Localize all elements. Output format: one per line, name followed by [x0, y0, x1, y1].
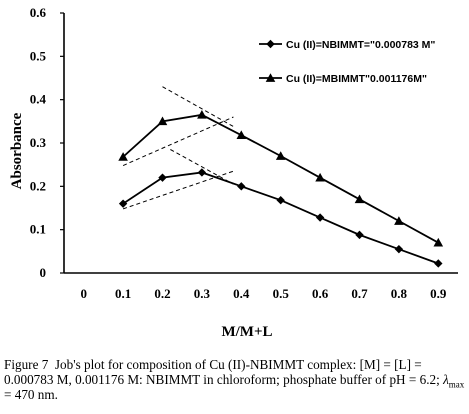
extrapolation-line [122, 170, 234, 210]
data-point [157, 116, 168, 126]
x-tick-label: 0.1 [115, 286, 131, 301]
data-point [354, 194, 365, 204]
x-tick-label: 0.9 [430, 286, 447, 301]
data-point [158, 173, 167, 182]
data-point [433, 237, 444, 247]
x-tick-label: 0.2 [154, 286, 170, 301]
legend-label: Cu (II)=MBIMMT"0.001176M" [286, 73, 427, 85]
x-tick-label: 0.6 [312, 286, 329, 301]
y-tick-label: 0.2 [30, 178, 46, 193]
data-point [315, 172, 325, 182]
x-tick-label: 0.4 [233, 286, 250, 301]
chart-axes [60, 12, 458, 274]
data-point [276, 196, 285, 205]
series-line [122, 171, 439, 265]
x-axis-title: M/M+L [221, 324, 272, 340]
y-tick-label: 0.4 [30, 92, 47, 107]
series-line [122, 113, 439, 244]
data-point [394, 244, 404, 254]
legend-marker [266, 39, 275, 49]
data-point [197, 168, 207, 177]
extrapolation-line [122, 116, 234, 166]
chart-legend: Cu (II)=NBIMMT="0.000783 M" Cu (II)=MBIMM… [259, 39, 435, 85]
chart-extrapolation-lines [122, 86, 234, 210]
series-2 [118, 110, 444, 247]
legend-item-2: Cu (II)=MBIMMT"0.001176M" [259, 73, 427, 85]
caption-lambda: λmax [443, 372, 465, 390]
series-1 [118, 168, 443, 268]
caption-text: Job's plot for composition of Cu (II)-NB… [4, 357, 440, 387]
legend-item-1: Cu (II)=NBIMMT="0.000783 M" [259, 39, 435, 51]
caption-label: Figure 7 [4, 357, 49, 372]
legend-label: Cu (II)=NBIMMT="0.000783 M" [286, 39, 435, 51]
y-tick-label: 0.5 [30, 48, 47, 63]
figure-caption: Figure 7 Job's plot for composition of C… [4, 357, 467, 402]
x-tick-label: 0.3 [194, 286, 211, 301]
chart-tick-labels: 0 0.1 0.2 0.3 0.4 0.5 0.6 0 0.1 0.2 0.3 0.4 0.5 0.6 0.… [30, 5, 447, 301]
data-point [394, 216, 404, 225]
data-point [315, 213, 325, 222]
extrapolation-line [170, 149, 234, 185]
data-point [118, 152, 128, 161]
y-axis-title: Absorbance [9, 112, 25, 189]
extrapolation-line [162, 86, 234, 127]
data-point [434, 259, 443, 268]
data-point [355, 230, 364, 240]
data-point [237, 182, 246, 191]
caption-lambda-value: = 470 nm. [4, 387, 58, 402]
data-point [236, 130, 247, 140]
y-tick-label: 0.6 [30, 5, 47, 20]
legend-marker [265, 73, 276, 82]
data-point [197, 110, 207, 119]
x-tick-label: 0.5 [273, 286, 290, 301]
data-point [118, 199, 128, 208]
x-tick-label: 0 [80, 286, 87, 301]
y-tick-label: 0 [40, 265, 47, 280]
y-tick-label: 0.3 [30, 135, 47, 150]
chart-series [118, 110, 444, 268]
x-tick-label: 0.8 [391, 286, 408, 301]
x-tick-label: 0.7 [351, 286, 368, 301]
y-tick-label: 0.1 [30, 222, 46, 237]
data-point [275, 151, 286, 160]
